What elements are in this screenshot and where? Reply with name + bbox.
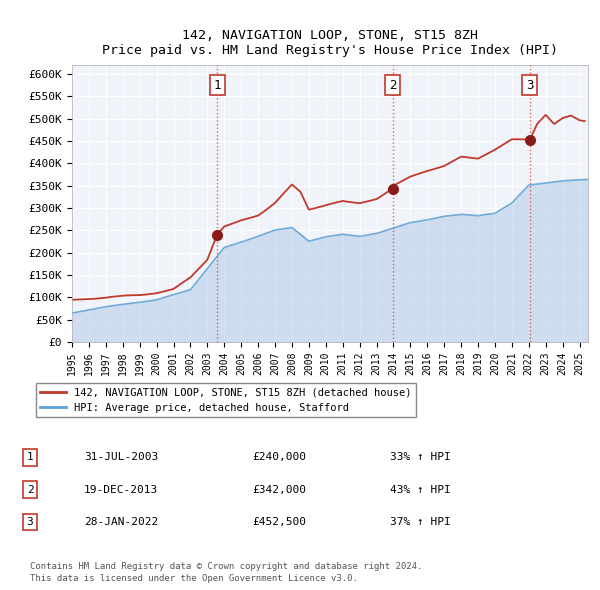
Text: £240,000: £240,000: [252, 453, 306, 462]
Text: 3: 3: [26, 517, 34, 527]
Text: 28-JAN-2022: 28-JAN-2022: [84, 517, 158, 527]
Text: 31-JUL-2003: 31-JUL-2003: [84, 453, 158, 462]
Text: 1: 1: [26, 453, 34, 462]
Text: This data is licensed under the Open Government Licence v3.0.: This data is licensed under the Open Gov…: [30, 574, 358, 583]
Text: 37% ↑ HPI: 37% ↑ HPI: [390, 517, 451, 527]
Text: 2: 2: [26, 485, 34, 494]
Text: £342,000: £342,000: [252, 485, 306, 494]
Text: 19-DEC-2013: 19-DEC-2013: [84, 485, 158, 494]
Text: 33% ↑ HPI: 33% ↑ HPI: [390, 453, 451, 462]
Legend: 142, NAVIGATION LOOP, STONE, ST15 8ZH (detached house), HPI: Average price, deta: 142, NAVIGATION LOOP, STONE, ST15 8ZH (d…: [36, 384, 416, 417]
Text: 2: 2: [389, 78, 397, 91]
Text: £452,500: £452,500: [252, 517, 306, 527]
Text: 43% ↑ HPI: 43% ↑ HPI: [390, 485, 451, 494]
Text: 3: 3: [526, 78, 534, 91]
Text: 1: 1: [214, 78, 221, 91]
Text: Contains HM Land Registry data © Crown copyright and database right 2024.: Contains HM Land Registry data © Crown c…: [30, 562, 422, 571]
Title: 142, NAVIGATION LOOP, STONE, ST15 8ZH
Price paid vs. HM Land Registry's House Pr: 142, NAVIGATION LOOP, STONE, ST15 8ZH Pr…: [102, 29, 558, 57]
